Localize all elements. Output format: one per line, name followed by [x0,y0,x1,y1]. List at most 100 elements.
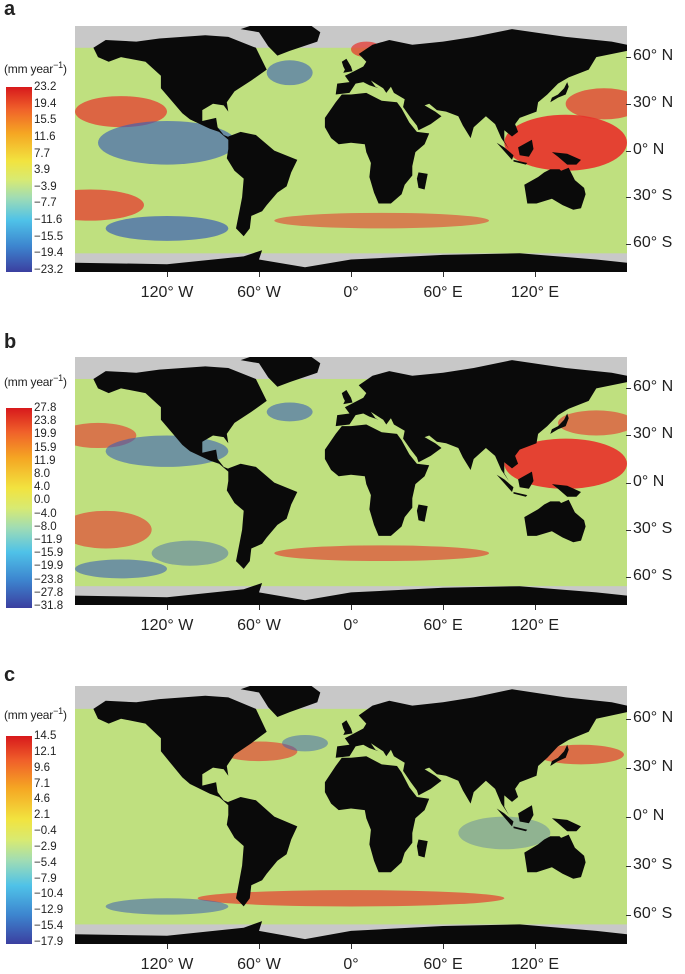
latitude-label: 60° S [633,233,673,251]
sea-level-map [75,357,627,605]
landmass [518,471,534,489]
latitude-label: 60° N [633,47,674,65]
colorbar-tick-label: −19.4 [34,247,64,260]
latitude-label: 60° N [633,708,674,726]
landmass [496,474,514,492]
landmass [513,492,528,497]
sea-level-anomaly [75,96,167,128]
colorbar-tick-label: 3.9 [34,164,50,177]
longitude-tick [351,944,352,949]
landmass [551,152,581,165]
sea-level-map [75,686,627,944]
landmass [496,142,514,160]
colorbar-tick-label: 4.6 [34,793,50,806]
longitude-tick [167,944,168,949]
latitude-label: 0° N [633,472,665,490]
landmass [513,159,528,165]
landmass [93,366,267,472]
map-canvas [75,357,627,605]
colorbar-tick-label: −23.8 [34,573,64,586]
longitude-tick [259,272,260,277]
sea-level-anomaly [266,60,313,86]
longitude-tick [443,605,444,610]
colorbar-tick-label: 7.7 [34,147,50,160]
landmass [341,390,353,405]
latitude-tick [626,150,631,152]
landmass [240,686,321,717]
latitude-tick [626,435,631,437]
landmass [550,413,569,434]
landmass [324,756,430,873]
latitude-tick [626,243,631,245]
colorbar-tick-label: −2.9 [34,840,57,853]
colorbar-tick-label: −7.7 [34,197,57,210]
latitude-tick [626,197,631,199]
longitude-tick [167,605,168,610]
latitude-tick [626,103,631,105]
longitude-tick [167,272,168,277]
landmass [226,131,298,237]
colorbar-tick-label: −8.0 [34,520,57,533]
sea-level-anomaly [75,189,144,221]
latitude-tick [626,57,631,59]
colorbar-unit-label: (mm year−1) [4,60,67,76]
longitude-label: 60° W [237,617,281,634]
longitude-label: 60° E [423,617,463,634]
longitude-tick [535,272,536,277]
colorbar-tick-label: 27.8 [34,402,57,414]
colorbar-tick-label: −19.9 [34,560,64,573]
longitude-label: 120° E [510,284,560,301]
colorbar-tick-label: −4.0 [34,507,57,520]
latitude-tick [626,718,631,720]
map-canvas [75,686,627,944]
colorbar-ticks: 23.2 19.4 15.5 11.6 7.7 3.9 −3.9 −7.7 −11.6 −15.5… [34,81,74,276]
longitude-label: 0° [343,956,359,973]
colorbar-tick-label: 12.1 [34,745,57,758]
latitude-tick [626,767,631,769]
landmass [75,583,627,605]
latitude-tick [626,388,631,390]
colorbar-tick-label: 23.2 [34,81,57,93]
colorbar-tick-label: 19.4 [34,97,57,110]
sea-level-anomaly [105,898,229,915]
landmass [324,92,430,204]
longitude-label: 60° E [423,956,463,973]
landmass [335,29,627,150]
landmass [240,357,321,387]
landmass [226,463,298,569]
landmass [416,839,428,858]
sea-level-anomaly [458,816,551,850]
colorbar [6,408,32,608]
landmass [75,250,627,272]
latitude-tick [626,914,631,916]
colorbar [6,736,32,944]
colorbar-tick-label: 8.0 [34,468,50,480]
longitude-label: 60° W [237,284,281,301]
longitude-label: 0° [343,284,359,301]
longitude-tick [535,605,536,610]
colorbar-tick-label: 0.0 [34,494,50,507]
colorbar-tick-label: −15.5 [34,230,64,243]
longitude-label: 120° E [510,956,560,973]
colorbar-tick-label: 15.9 [34,441,57,454]
colorbar-tick-label: −15.9 [34,547,64,560]
landmass [496,808,514,827]
colorbar-tick-label: −17.9 [34,936,64,948]
colorbar-tick-label: 14.5 [34,730,57,742]
colorbar-tick-label: −7.9 [34,872,57,885]
colorbar-tick-label: 9.6 [34,761,50,774]
longitude-label: 60° W [237,956,281,973]
latitude-label: 30° N [633,757,674,775]
panel-c: c (mm year−1) 14.5 12.1 9.6 7.1 4.6 2.1 −0.4 −2… [0,664,685,973]
latitude-tick [626,529,631,531]
latitude-label: 30° S [633,187,673,205]
latitude-label: 0° N [633,140,665,158]
landmass [324,424,430,536]
colorbar-ticks: 27.8 23.8 19.9 15.9 11.9 8.0 4.0 0.0 −4.0 −8.0 −11… [34,402,74,612]
colorbar-tick-label: −15.4 [34,920,64,933]
panel-letter: c [4,664,16,686]
longitude-tick [443,272,444,277]
latitude-label: 30° S [633,855,673,873]
colorbar-tick-label: −11.9 [34,534,63,546]
latitude-tick [626,865,631,867]
